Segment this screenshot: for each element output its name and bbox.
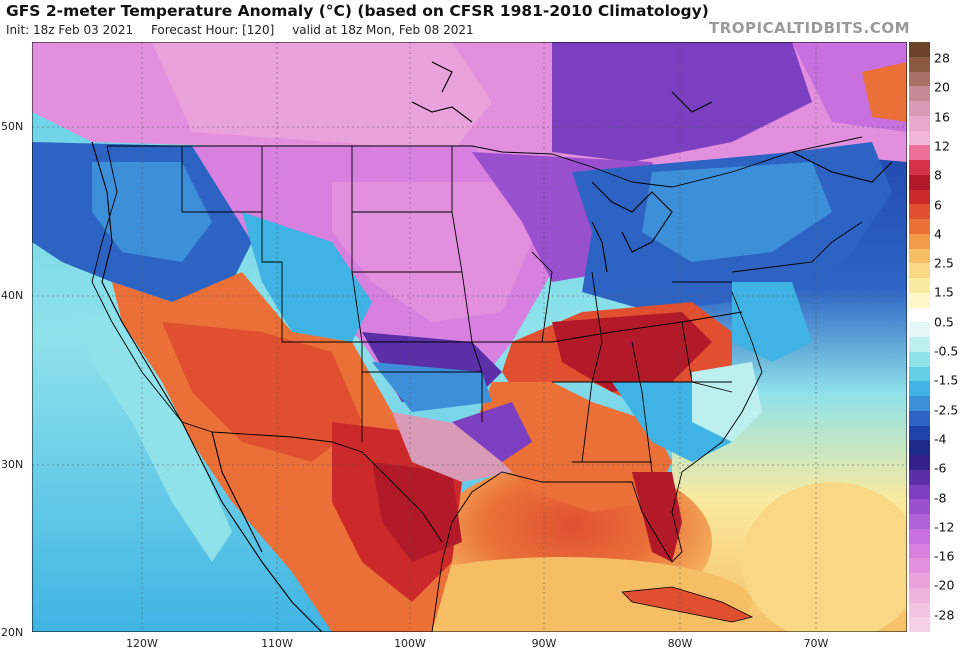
colorbar-swatch <box>909 558 930 573</box>
lat-label-20n: 20N <box>1 626 24 639</box>
colorbar-swatch <box>909 86 930 101</box>
colorbar-swatch <box>909 410 930 426</box>
colorbar-tick-label: -4 <box>934 431 947 447</box>
colorbar-tick-label: -20 <box>934 577 955 593</box>
lat-lon-grid <box>32 42 907 632</box>
colorbar-tick-label: 4 <box>934 226 942 242</box>
run-info: Init: 18z Feb 03 2021 Forecast Hour: [12… <box>6 23 488 37</box>
lon-label-70w: 70W <box>803 637 829 650</box>
colorbar-tick-label: 2.5 <box>934 255 954 271</box>
colorbar-swatch <box>909 617 930 632</box>
colorbar-swatch <box>909 440 930 455</box>
colorbar-swatch <box>909 425 930 441</box>
colorbar-swatch <box>909 248 930 264</box>
colorbar-swatch <box>909 307 930 323</box>
valid-time: valid at 18z Mon, Feb 08 2021 <box>292 23 474 37</box>
colorbar <box>909 42 930 632</box>
colorbar-swatch <box>909 381 930 396</box>
colorbar-swatch <box>909 292 930 308</box>
colorbar-swatch <box>909 351 930 367</box>
colorbar-swatch <box>909 337 930 352</box>
colorbar-swatch <box>909 42 930 57</box>
colorbar-tick-label: -28 <box>934 607 955 623</box>
colorbar-swatch <box>909 514 930 529</box>
colorbar-swatch <box>909 602 930 618</box>
lat-label-40n: 40N <box>1 289 24 302</box>
colorbar-swatch <box>909 233 930 249</box>
lon-label-110w: 110W <box>261 637 293 650</box>
colorbar-swatch <box>909 455 930 470</box>
lat-label-30n: 30N <box>1 458 24 471</box>
colorbar-tick-label: -6 <box>934 460 947 476</box>
lat-label-50n: 50N <box>1 120 24 133</box>
lon-label-90w: 90W <box>531 637 557 650</box>
colorbar-swatch <box>909 469 930 485</box>
colorbar-swatch <box>909 174 930 190</box>
colorbar-swatch <box>909 587 930 603</box>
colorbar-swatch <box>909 543 930 559</box>
coastline <box>91 61 893 632</box>
colorbar-swatch <box>909 56 930 72</box>
colorbar-tick-label: 1.5 <box>934 284 954 300</box>
colorbar-tick-label: -16 <box>934 548 955 564</box>
colorbar-swatch <box>909 219 930 234</box>
colorbar-tick-label: 0.5 <box>934 314 954 330</box>
lon-label-120w: 120W <box>126 637 158 650</box>
colorbar-swatch <box>909 71 930 87</box>
colorbar-tick-label: 8 <box>934 167 942 183</box>
map-title: GFS 2-meter Temperature Anomaly (°C) (ba… <box>6 2 709 20</box>
colorbar-swatch <box>909 189 930 205</box>
anomaly-map <box>32 42 907 632</box>
colorbar-tick-label: 12 <box>934 138 950 154</box>
colorbar-swatch <box>909 115 930 131</box>
cuba <box>621 586 754 623</box>
colorbar-swatch <box>909 278 930 293</box>
colorbar-swatch <box>909 499 930 514</box>
colorbar-tick-label: -1.5 <box>934 372 959 388</box>
colorbar-swatch <box>909 160 930 175</box>
colorbar-swatch <box>909 484 930 500</box>
forecast-hour: Forecast Hour: [120] <box>150 23 275 37</box>
colorbar-tick-label: -12 <box>934 519 955 535</box>
init-time: Init: 18z Feb 03 2021 <box>6 23 134 37</box>
colorbar-swatch <box>909 396 930 411</box>
colorbar-swatch <box>909 130 930 146</box>
colorbar-tick-label: -8 <box>934 490 947 505</box>
colorbar-swatch <box>909 322 930 337</box>
colorbar-tick-label: 16 <box>934 109 950 125</box>
colorbar-swatch <box>909 263 930 278</box>
political-borders <box>91 136 863 632</box>
colorbar-tick-label: 6 <box>934 197 942 212</box>
colorbar-swatch <box>909 145 930 160</box>
lon-label-100w: 100W <box>394 637 426 650</box>
colorbar-swatch <box>909 101 930 116</box>
colorbar-swatch <box>909 204 930 219</box>
colorbar-tick-label: 28 <box>934 50 950 66</box>
colorbar-swatch <box>909 573 930 588</box>
florida <box>632 472 682 562</box>
lon-label-80w: 80W <box>667 637 693 650</box>
colorbar-tick-label: -0.5 <box>934 343 959 359</box>
colorbar-swatch <box>909 528 930 544</box>
colorbar-tick-label: -2.5 <box>934 402 959 418</box>
colorbar-tick-label: 20 <box>934 79 950 95</box>
colorbar-swatch <box>909 366 930 382</box>
site-brand: TROPICALTIDBITS.COM <box>709 19 910 37</box>
